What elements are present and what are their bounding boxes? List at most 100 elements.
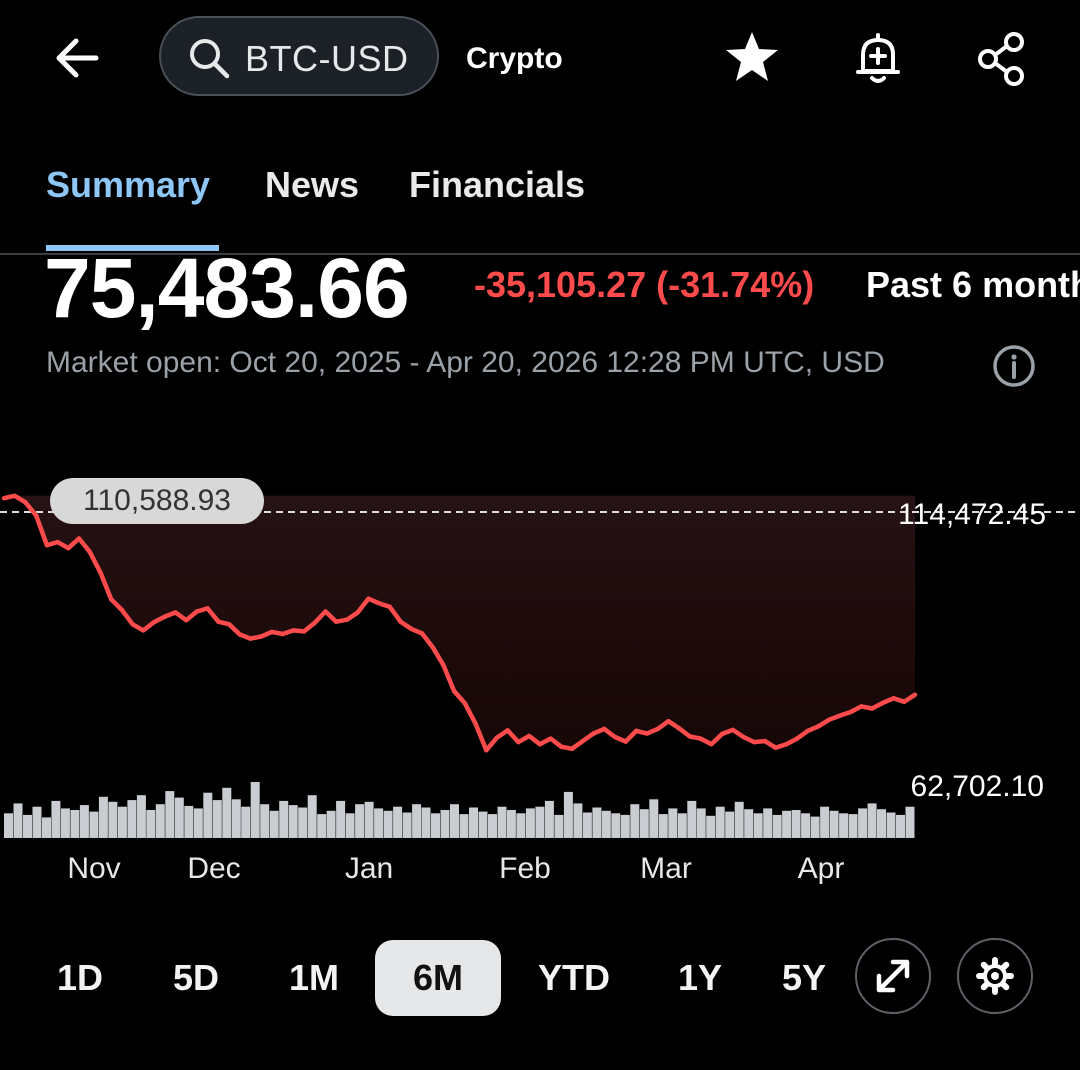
expand-icon — [876, 959, 910, 993]
volume-bar — [279, 800, 289, 838]
active-tab-indicator — [46, 245, 219, 251]
volume-bar — [326, 810, 336, 838]
volume-bar — [79, 805, 89, 838]
volume-bar — [848, 814, 858, 838]
volume-bar — [810, 816, 820, 838]
volume-bar — [42, 817, 51, 838]
volume-bar — [554, 814, 564, 838]
volume-bar — [459, 814, 469, 838]
volume-bar — [696, 808, 706, 838]
share-icon[interactable] — [972, 28, 1032, 88]
tab-news[interactable]: News — [265, 164, 360, 205]
volume-bar — [601, 810, 611, 838]
range-5y-button[interactable]: 5Y — [782, 957, 827, 998]
volume-bar — [146, 810, 156, 838]
volume-bar — [791, 810, 801, 838]
volume-bar — [402, 812, 412, 838]
volume-bar — [393, 806, 403, 838]
volume-bar — [905, 806, 915, 838]
x-axis-label: Feb — [499, 852, 551, 885]
range-ytd-button[interactable]: YTD — [538, 957, 610, 998]
price-line-segment — [205, 606, 221, 624]
price-line-segment — [119, 607, 135, 627]
volume-bar — [222, 787, 232, 838]
range-1y-button[interactable]: 1Y — [677, 957, 723, 998]
volume-bar — [563, 791, 573, 838]
volume-bar — [497, 806, 507, 838]
price-change: -35,105.27 (-31.74%) — [474, 264, 815, 305]
range-6m-button[interactable]: 6M — [375, 940, 501, 1016]
volume-bar — [298, 807, 308, 838]
volume-bar — [89, 811, 99, 838]
volume-bar — [858, 808, 868, 838]
price-line-segment — [312, 609, 328, 625]
volume-bar — [136, 795, 146, 838]
low-price-label: 62,702.10 — [911, 770, 1044, 803]
volume-bar — [269, 810, 279, 838]
volume-bar — [658, 814, 668, 838]
price-chart[interactable]: 110,588.93 114,472.45 62,702.10 Nov Dec Ja… — [0, 470, 1080, 900]
volume-bar — [4, 813, 13, 838]
price-line-segment — [301, 620, 318, 634]
volume-bar — [544, 800, 554, 838]
volume-bar — [687, 800, 697, 838]
volume-bar — [763, 808, 773, 838]
volume-bar — [345, 813, 355, 838]
volume-bar — [431, 813, 440, 838]
price-line-segment — [462, 701, 478, 727]
search-field[interactable]: BTC-USD — [159, 16, 439, 96]
price-line-segment — [451, 688, 468, 706]
price-line-segment — [98, 570, 114, 602]
volume-bar — [706, 815, 716, 838]
volume-bar — [677, 813, 687, 838]
volume-bar — [886, 812, 896, 838]
price-line-segment — [87, 549, 103, 575]
x-axis-label: Mar — [640, 852, 692, 885]
expand-chart-button[interactable] — [855, 938, 931, 1014]
range-1m-button[interactable]: 1M — [288, 957, 339, 998]
star-icon[interactable] — [722, 28, 782, 88]
price-line-segment — [387, 604, 403, 624]
back-arrow-icon[interactable] — [48, 28, 108, 88]
price-line-segment — [473, 721, 489, 753]
volume-bar — [801, 813, 811, 838]
volume-bar — [32, 806, 42, 838]
category-label: Crypto — [466, 42, 563, 75]
volume-bar — [184, 805, 194, 838]
volume-bar — [288, 805, 298, 838]
volume-bar — [488, 814, 497, 838]
market-status: Market open: Oct 20, 2025 - Apr 20, 2026… — [46, 346, 885, 379]
volume-bar — [108, 801, 118, 838]
volume-bar — [839, 813, 849, 838]
range-1d-button[interactable]: 1D — [56, 957, 104, 998]
volume-bar — [374, 808, 384, 838]
change-period: Past 6 months — [866, 264, 1080, 305]
volume-bar — [782, 810, 792, 838]
volume-bar — [877, 809, 886, 838]
price-line-segment — [108, 597, 125, 613]
volume-bar — [525, 808, 535, 838]
volume-bar — [212, 800, 222, 838]
tab-summary[interactable]: Summary — [46, 164, 211, 205]
bell-add-icon[interactable] — [848, 28, 908, 88]
volume-bar — [421, 807, 431, 838]
price-line-segment — [323, 609, 339, 624]
volume-bar — [639, 809, 649, 838]
volume-bar — [829, 810, 839, 838]
volume-bar — [260, 804, 270, 838]
volume-bar — [592, 807, 602, 838]
x-axis-label: Apr — [798, 852, 845, 885]
x-axis-label: Jan — [345, 852, 393, 885]
volume-bar — [715, 806, 725, 838]
tab-financials[interactable]: Financials — [409, 164, 586, 205]
price-line-segment — [441, 662, 457, 694]
info-icon[interactable] — [990, 342, 1038, 390]
range-5d-button[interactable]: 5D — [172, 957, 220, 998]
volume-bar — [51, 800, 61, 838]
volume-bar — [867, 803, 877, 838]
tab-divider — [0, 253, 1080, 255]
chart-settings-button[interactable] — [957, 938, 1033, 1014]
volume-bar — [573, 803, 583, 838]
volume-bar — [317, 814, 327, 838]
volume-bar — [165, 791, 175, 838]
